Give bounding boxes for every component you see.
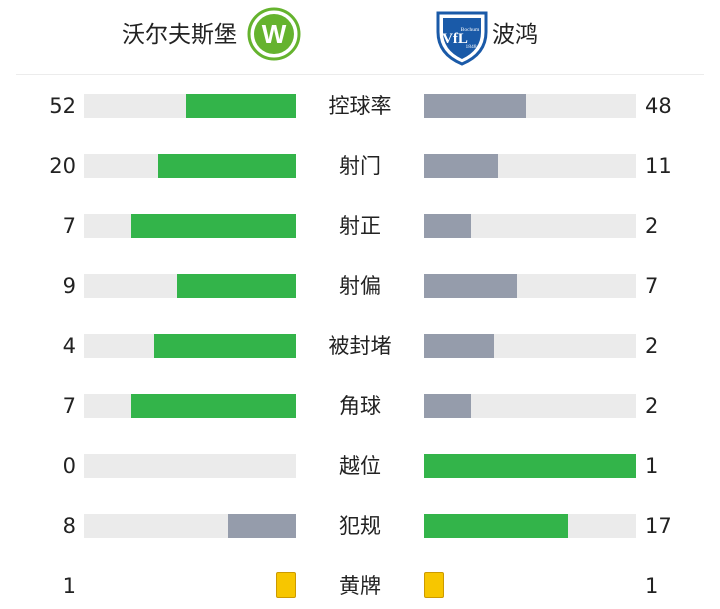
stat-row: 7 射正 2 (0, 206, 720, 246)
away-stat-bar (424, 94, 636, 118)
bochum-crest-icon[interactable]: VfL Bochum 1848 (433, 10, 491, 66)
away-stat-bar-fill (424, 214, 471, 238)
away-stat-bar-fill (424, 514, 569, 538)
stat-label: 被封堵 (328, 334, 392, 358)
svg-text:Bochum: Bochum (461, 27, 480, 33)
home-stat-bar (84, 394, 296, 418)
away-stat-value: 17 (645, 514, 672, 538)
stat-row: 20 射门 11 (0, 146, 720, 186)
yellow-card-icon (276, 572, 296, 598)
away-stat-value: 1 (645, 454, 659, 478)
home-stat-value: 0 (62, 454, 76, 478)
away-stat-bar (424, 514, 636, 538)
away-stat-bar-fill (424, 454, 636, 478)
svg-text:W: W (262, 19, 287, 49)
home-stat-value: 8 (62, 514, 76, 538)
away-stat-bar-fill (424, 94, 526, 118)
away-stat-value: 7 (645, 274, 659, 298)
home-stat-bar-fill (228, 514, 296, 538)
stat-row: 52 控球率 48 (0, 86, 720, 126)
stat-label: 黄牌 (339, 574, 381, 598)
home-stat-bar (84, 154, 296, 178)
home-stat-bar-fill (177, 274, 296, 298)
away-team-name: 波鸿 (492, 22, 538, 48)
stat-row: 8 犯规 17 (0, 506, 720, 546)
stat-label: 角球 (339, 394, 381, 418)
away-stat-bar-fill (424, 154, 499, 178)
away-stat-value: 11 (645, 154, 672, 178)
away-stat-bar (424, 454, 636, 478)
home-stat-value: 52 (49, 94, 76, 118)
home-stat-bar-fill (185, 94, 296, 118)
wolfsburg-crest-icon[interactable]: W (247, 7, 301, 61)
home-stat-bar (84, 274, 296, 298)
away-stat-value: 48 (645, 94, 672, 118)
home-stat-bar (84, 334, 296, 358)
stat-row: 4 被封堵 2 (0, 326, 720, 366)
away-stat-bar (424, 394, 636, 418)
yellow-card-icon (424, 572, 444, 598)
away-stat-value: 1 (645, 574, 659, 598)
home-stat-value: 7 (62, 214, 76, 238)
stat-label: 射门 (339, 154, 381, 178)
stat-label: 控球率 (328, 94, 392, 118)
stat-label: 越位 (339, 454, 381, 478)
home-stat-value: 4 (62, 334, 76, 358)
home-stat-value: 7 (62, 394, 76, 418)
stat-label: 犯规 (339, 514, 381, 538)
stat-label: 射正 (339, 214, 381, 238)
away-stat-bar (424, 214, 636, 238)
home-team-name: 沃尔夫斯堡 (122, 22, 237, 48)
home-stat-bar (84, 454, 296, 478)
home-stat-bar-fill (153, 334, 296, 358)
stat-row: 7 角球 2 (0, 386, 720, 426)
home-stat-bar (84, 214, 296, 238)
away-stat-bar-fill (424, 394, 471, 418)
home-stat-bar (84, 514, 296, 538)
away-stat-bar (424, 154, 636, 178)
home-stat-bar (84, 94, 296, 118)
stat-row: 1 黄牌 1 (0, 566, 720, 606)
match-header: 沃尔夫斯堡 W VfL Bochum 1848 波鸿 (0, 0, 720, 74)
away-stat-bar (424, 274, 636, 298)
header-divider (16, 74, 704, 75)
home-stat-value: 9 (62, 274, 76, 298)
away-stat-value: 2 (645, 334, 659, 358)
away-stat-value: 2 (645, 214, 659, 238)
svg-text:VfL: VfL (442, 31, 468, 47)
home-stat-bar-fill (158, 154, 296, 178)
svg-text:1848: 1848 (466, 44, 477, 50)
away-stat-bar (424, 334, 636, 358)
home-stat-bar-fill (130, 394, 296, 418)
home-stat-value: 20 (49, 154, 76, 178)
away-stat-value: 2 (645, 394, 659, 418)
stat-row: 0 越位 1 (0, 446, 720, 486)
stat-row: 9 射偏 7 (0, 266, 720, 306)
away-stat-bar-fill (424, 274, 518, 298)
away-stat-bar-fill (424, 334, 494, 358)
home-stat-value: 1 (62, 574, 76, 598)
stat-label: 射偏 (339, 274, 381, 298)
home-stat-bar-fill (130, 214, 296, 238)
